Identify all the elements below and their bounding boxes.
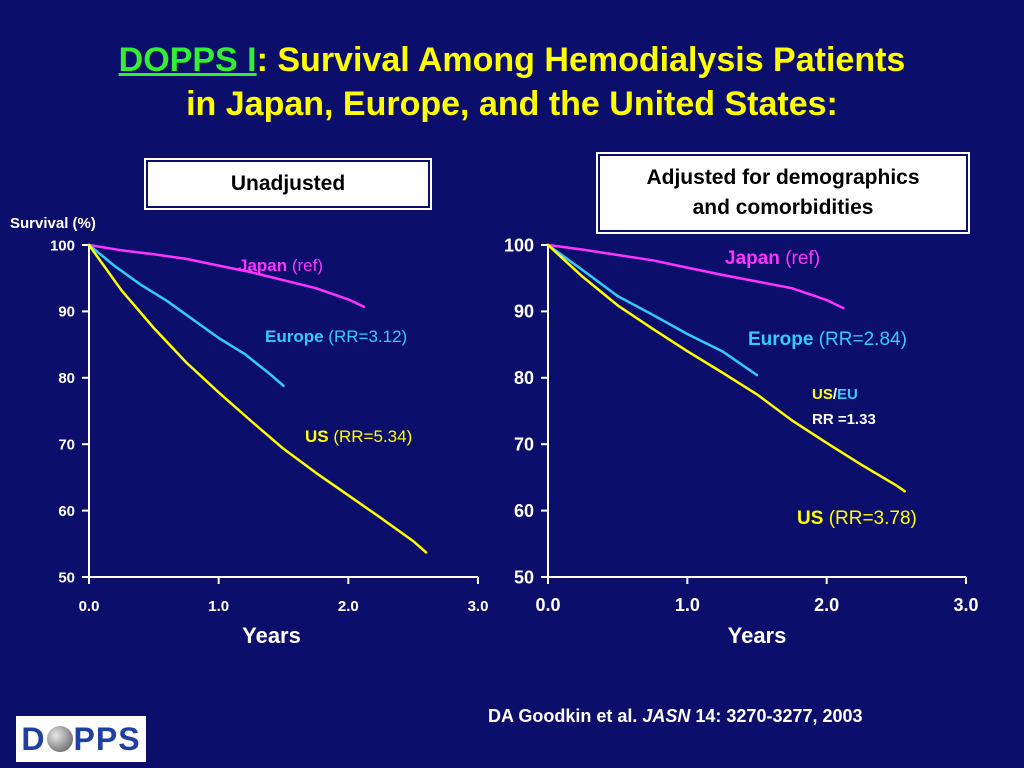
adjusted-label-box: Adjusted for demographics and comorbidit… [596, 152, 970, 234]
y-tick-label: 100 [504, 235, 534, 255]
series-annotation: (RR=5.34) [333, 427, 412, 446]
x-tick-label: 3.0 [953, 595, 978, 615]
series-label-us: US (RR=3.78) [797, 508, 917, 529]
x-axis-title: Years [242, 623, 301, 648]
citation-details: 14: 3270-3277, 2003 [695, 706, 863, 726]
us-eu-annotation: US/EU [812, 386, 858, 403]
citation-authors: DA Goodkin et al. [488, 706, 638, 726]
y-tick-label: 50 [514, 567, 534, 587]
series-annotation: (RR=3.12) [328, 327, 407, 346]
globe-icon [46, 726, 73, 752]
us-eu-rr: RR =1.33 [812, 411, 876, 428]
series-name: Japan [725, 248, 785, 269]
y-tick-label: 100 [50, 237, 75, 254]
chart-panel-2: 50 60 70 80 90 100 0.0 1.0 2.0 3.0 Years Japan (ref… [504, 235, 979, 648]
series-name: Europe [748, 329, 819, 350]
dopps-logo: D PPS [16, 716, 146, 762]
title-line1: : Survival Among Hemodialysis Patients [256, 41, 906, 79]
x-tick-label: 2.0 [814, 595, 839, 615]
series-name: Europe [265, 327, 328, 346]
citation-journal: JASN [642, 706, 691, 726]
unadjusted-label: Unadjusted [230, 172, 346, 195]
x-tick-label: 1.0 [208, 598, 229, 615]
series-line-japan [546, 243, 845, 310]
title-prefix-link[interactable]: DOPPS I [118, 41, 257, 79]
series-annotation: (RR=3.78) [829, 508, 917, 529]
series-label-us: US (RR=5.34) [305, 427, 412, 446]
series-label-europe: Europe (RR=2.84) [748, 329, 907, 350]
logo-text-left: D [21, 720, 46, 757]
x-tick-label: 2.0 [338, 598, 359, 615]
series-line-us [87, 243, 428, 554]
us-eu-us: US [812, 386, 833, 403]
y-tick-label: 60 [58, 503, 75, 520]
series-name: Japan [238, 256, 292, 275]
series-line-us [546, 243, 906, 493]
y-axis-title: Survival (%) [10, 215, 96, 232]
series-annotation: (RR=2.84) [819, 329, 907, 350]
series-line-europe [546, 243, 759, 377]
y-tick-label: 70 [58, 436, 75, 453]
x-tick-label: 3.0 [468, 598, 489, 615]
us-eu-eu: EU [837, 386, 858, 403]
series-line-europe [87, 243, 285, 388]
y-tick-label: 90 [514, 302, 534, 322]
y-tick-label: 80 [58, 370, 75, 387]
y-tick-label: 60 [514, 501, 534, 521]
series-label-europe: Europe (RR=3.12) [265, 327, 407, 346]
adjusted-label-line1: Adjusted for demographics [646, 166, 920, 189]
chart-panel-1: 50 60 70 80 90 100 0.0 1.0 2.0 3.0 Years Survival (… [10, 215, 488, 648]
series-annotation: (ref) [785, 248, 820, 269]
series-label-japan: Japan (ref) [238, 256, 323, 275]
unadjusted-label-box: Unadjusted [144, 158, 432, 210]
citation: DA Goodkin et al. JASN 14: 3270-3277, 20… [488, 706, 863, 727]
series-name: US [797, 508, 829, 529]
series-line-japan [87, 243, 366, 309]
y-tick-label: 80 [514, 368, 534, 388]
x-tick-label: 0.0 [535, 595, 560, 615]
x-axis-title: Years [728, 623, 787, 648]
adjusted-label-line2: and comorbidities [692, 196, 874, 219]
us-eu-sep: / [833, 386, 838, 403]
x-tick-label: 1.0 [675, 595, 700, 615]
x-tick-label: 0.0 [79, 598, 100, 615]
y-tick-label: 50 [58, 569, 75, 586]
y-tick-label: 70 [514, 435, 534, 455]
slide-title: DOPPS I: Survival Among Hemodialysis Pat… [0, 38, 1024, 126]
series-name: US [305, 427, 333, 446]
series-label-japan: Japan (ref) [725, 248, 820, 269]
title-line2: in Japan, Europe, and the United States: [186, 85, 838, 123]
y-tick-label: 90 [58, 304, 75, 321]
logo-text-right: PPS [73, 720, 141, 757]
series-annotation: (ref) [292, 256, 323, 275]
